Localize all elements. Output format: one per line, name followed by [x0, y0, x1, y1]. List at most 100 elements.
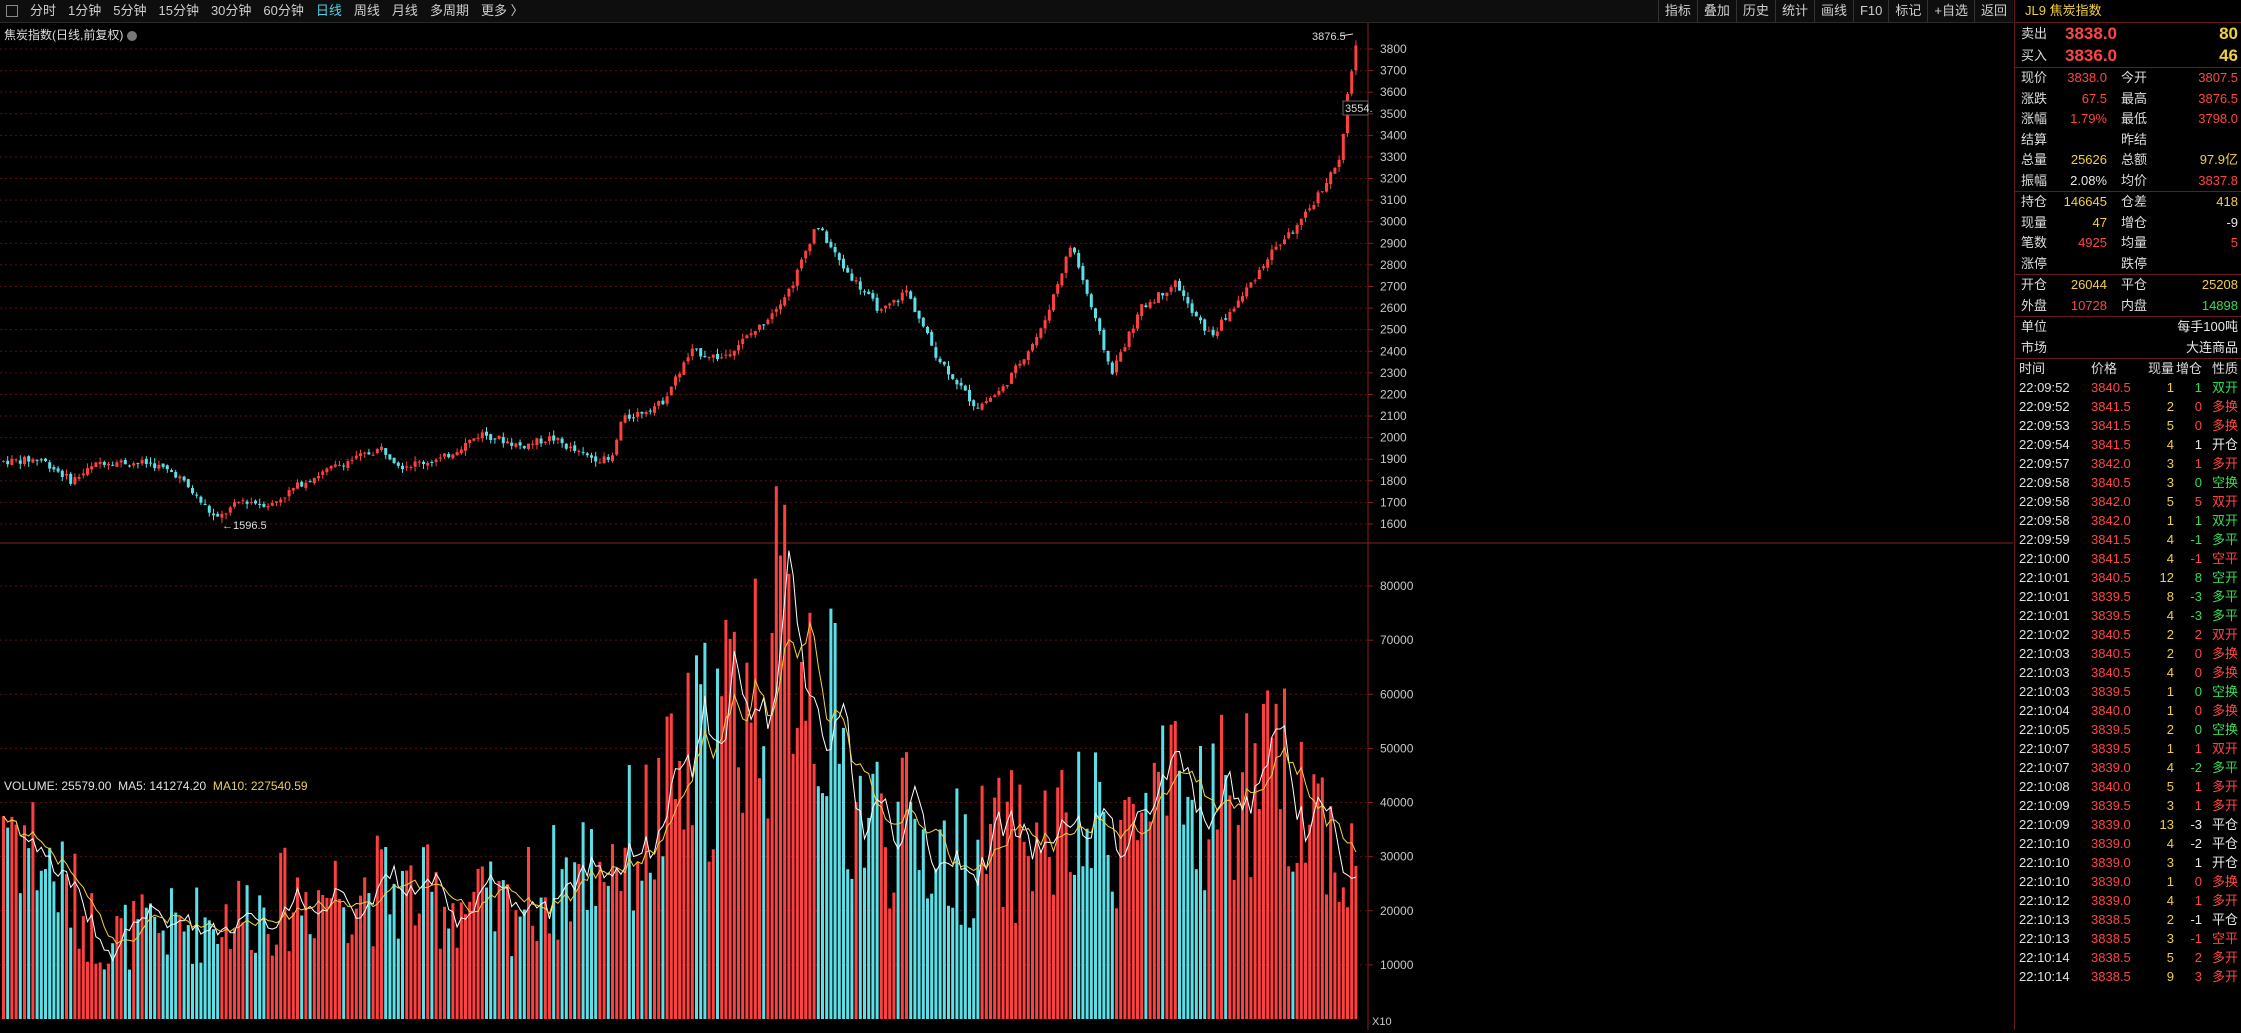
- tick-change: 1: [2194, 893, 2202, 908]
- tool-button[interactable]: 历史: [1735, 0, 1775, 22]
- period-tab[interactable]: 更多 〉: [480, 3, 524, 18]
- tool-button[interactable]: 画线: [1813, 0, 1853, 22]
- candle-body: [1274, 246, 1278, 250]
- period-tab[interactable]: 月线: [391, 3, 418, 18]
- candle-body: [615, 439, 619, 455]
- tool-button[interactable]: F10: [1852, 0, 1888, 22]
- candle-body: [812, 229, 816, 244]
- volume-bar: [245, 885, 249, 1019]
- tick-time: 22:10:12: [2019, 893, 2070, 908]
- candle-body: [766, 319, 770, 325]
- volume-bar: [212, 929, 215, 1019]
- volume-bar: [1333, 872, 1337, 1019]
- period-tab[interactable]: 日线: [315, 3, 342, 18]
- candle-body: [115, 462, 119, 467]
- volume-bar: [762, 746, 766, 1019]
- period-tab[interactable]: 30分钟: [210, 3, 252, 18]
- candle-body: [795, 269, 799, 286]
- period-tab[interactable]: 5分钟: [113, 3, 147, 18]
- candle-body: [522, 446, 526, 449]
- period-tab[interactable]: 多周期: [429, 3, 469, 18]
- chart-area[interactable]: 3800 3700 3600 3500 3400 3300 3200 3100 3000 2900…: [0, 23, 2013, 1030]
- tool-button[interactable]: 返回: [1973, 0, 2013, 22]
- tick-price: 3839.0: [2091, 893, 2131, 908]
- tick-time: 22:09:52: [2019, 380, 2070, 395]
- volume-bar: [783, 504, 787, 1019]
- volume-bar: [942, 820, 946, 1019]
- volume-bar: [119, 918, 123, 1019]
- quote-row: 涨跌 67.5 最高 3876.5: [2015, 89, 2241, 110]
- candle-body: [837, 253, 841, 261]
- volume-bar: [1274, 703, 1278, 1019]
- period-tab[interactable]: 分时: [30, 3, 57, 18]
- volume-bar: [1232, 879, 1236, 1019]
- candle-body: [737, 345, 740, 351]
- candle-body: [993, 395, 997, 398]
- volume-bar: [770, 632, 774, 1019]
- low-label: ←1596.5: [222, 520, 267, 532]
- candle-body: [174, 471, 178, 478]
- tool-button[interactable]: 统计: [1774, 0, 1814, 22]
- candle-body: [1236, 300, 1240, 308]
- price-tick-label: 2700: [1380, 280, 1407, 294]
- candle-body: [1140, 304, 1144, 317]
- volume-bar: [1060, 769, 1064, 1019]
- tick-change: 1: [2194, 855, 2202, 870]
- period-tab[interactable]: 1分钟: [68, 3, 102, 18]
- row-value-2: 5: [2230, 235, 2238, 250]
- volume-bar: [178, 916, 182, 1019]
- quote-panel: JL9 焦炭指数 卖出 3838.0 80 买入 3836.0 46 现价 383…: [2014, 0, 2241, 1030]
- tick-nature: 多平: [2211, 760, 2238, 775]
- candle-body: [770, 313, 774, 320]
- tick-price: 3841.5: [2091, 532, 2131, 547]
- tick-volume: 5: [2166, 950, 2174, 965]
- candle-body: [401, 465, 404, 470]
- volume-bar: [128, 969, 131, 1019]
- candle-body: [157, 464, 161, 469]
- candle-body: [233, 502, 236, 507]
- candle-body: [1253, 280, 1257, 282]
- volume-bar: [690, 825, 694, 1019]
- row-value-2: 3876.5: [2198, 90, 2238, 106]
- volume-bar: [1337, 901, 1341, 1019]
- volume-bar: [426, 844, 430, 1019]
- window-icon[interactable]: [6, 5, 18, 17]
- candle-body: [539, 438, 543, 444]
- period-tab[interactable]: 15分钟: [158, 3, 199, 18]
- volume-bar: [959, 924, 963, 1019]
- volume-bar: [1354, 865, 1358, 1019]
- volume-bar: [758, 778, 761, 1019]
- volume-bar: [451, 903, 455, 1019]
- tool-button[interactable]: 指标: [1657, 0, 1697, 22]
- volume-bar: [493, 931, 497, 1019]
- candle-body: [934, 347, 938, 358]
- period-tab[interactable]: 60分钟: [263, 3, 304, 18]
- price-tick-label: 3600: [1380, 85, 1407, 99]
- volume-bar: [892, 892, 896, 1019]
- volume-bar: [896, 801, 900, 1019]
- tick-list[interactable]: 时间 价格 现量 增仓 性质 22:09:52 3840.5 1 1 双开 22:09:5…: [2015, 359, 2241, 986]
- tick-change: 1: [2194, 380, 2202, 395]
- candle-body: [111, 464, 115, 466]
- tool-button[interactable]: 标记: [1888, 0, 1927, 22]
- candle-body: [720, 357, 724, 359]
- volume-bar: [1312, 774, 1316, 1019]
- volume-bar: [237, 880, 241, 1019]
- candle-body: [266, 506, 270, 508]
- candle-body: [254, 500, 257, 504]
- volume-bar: [585, 909, 589, 1019]
- row-value: 1.79%: [2070, 111, 2107, 126]
- volume-bar: [434, 871, 438, 1019]
- candle-body: [884, 305, 887, 309]
- tool-button[interactable]: 叠加: [1696, 0, 1736, 22]
- candle-body: [44, 458, 47, 461]
- candle-body: [434, 459, 438, 462]
- settings-dot-icon[interactable]: [127, 30, 138, 41]
- candle-body: [644, 412, 648, 415]
- period-tab[interactable]: 周线: [353, 3, 380, 18]
- tick-time: 22:09:57: [2019, 456, 2070, 471]
- volume-bar: [749, 722, 753, 1019]
- candle-body: [1182, 290, 1186, 296]
- kline-chart[interactable]: 3800 3700 3600 3500 3400 3300 3200 3100 3000 2900…: [0, 23, 2013, 1030]
- tool-button[interactable]: +自选: [1927, 0, 1974, 22]
